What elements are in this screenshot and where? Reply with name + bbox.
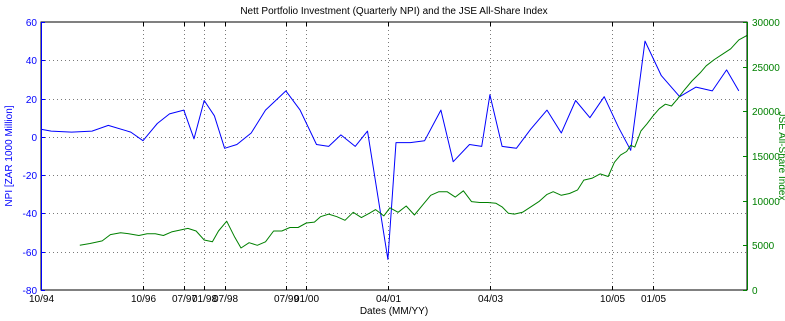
y-right-tick-label: 5000 — [752, 241, 775, 252]
y-left-tick-label: -20 — [23, 171, 38, 182]
grid-lines — [41, 22, 747, 290]
jse-series-line — [79, 34, 748, 249]
x-tick-label: 01/05 — [641, 294, 666, 305]
x-tick-label: 07/97 — [172, 294, 197, 305]
x-tick-label: 07/98 — [213, 294, 238, 305]
x-tick-label: 10/94 — [29, 294, 54, 305]
x-tick-label: 10/05 — [600, 294, 625, 305]
y-axis-left-title: NPI [ZAR 1000 Million] — [4, 105, 15, 206]
y-axis-right-title: JSE All-Share Index — [776, 112, 785, 201]
y-left-tick-label: 0 — [31, 133, 37, 144]
x-tick-label: 01/98 — [192, 294, 217, 305]
chart-title: Nett Portfolio Investment (Quarterly NPI… — [240, 6, 547, 17]
y-right-tick-label: 10000 — [752, 197, 780, 208]
x-tick-label: 01/00 — [294, 294, 319, 305]
npi-series-line — [40, 40, 740, 260]
series-lines — [40, 34, 748, 260]
y-left-tick-label: 20 — [26, 95, 38, 106]
y-left-tick-label: -80 — [23, 286, 38, 297]
y-left-tick-label: 40 — [26, 56, 38, 67]
y-right-tick-label: 30000 — [752, 18, 780, 29]
y-left-tick-label: -40 — [23, 209, 38, 220]
y-right-tick-label: 25000 — [752, 63, 780, 74]
y-left-tick-label: 60 — [26, 18, 38, 29]
x-axis-title: Dates (MM/YY) — [360, 306, 428, 317]
x-tick-label: 04/03 — [478, 294, 503, 305]
y-right-tick-label: 0 — [752, 286, 758, 297]
x-tick-label: 07/99 — [274, 294, 299, 305]
y-right-tick-label: 15000 — [752, 152, 780, 163]
y-left-tick-label: -60 — [23, 248, 38, 259]
y-right-tick-label: 20000 — [752, 107, 780, 118]
x-tick-label: 10/96 — [131, 294, 156, 305]
x-tick-label: 04/01 — [376, 294, 401, 305]
